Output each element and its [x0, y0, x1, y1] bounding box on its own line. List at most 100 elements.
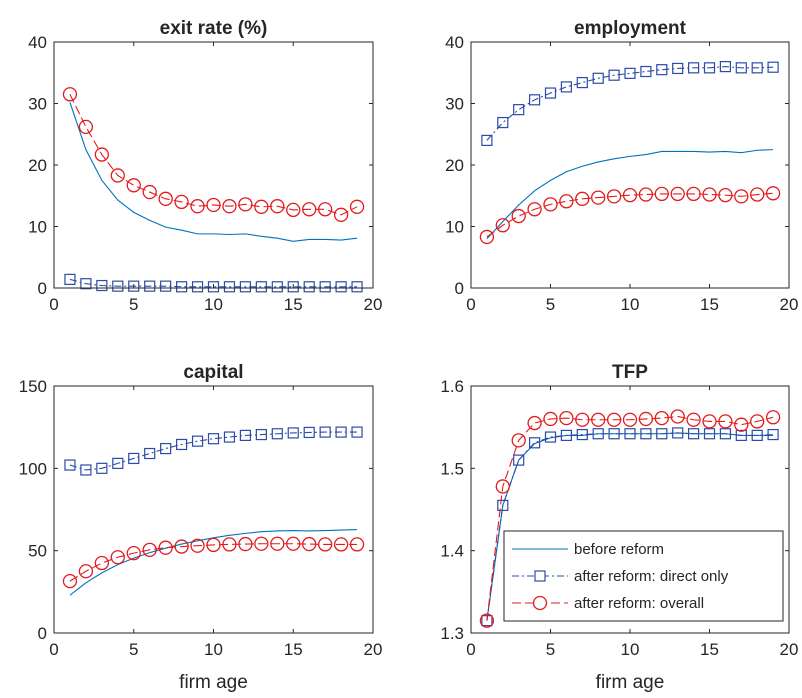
x-tick-label: 5	[546, 640, 555, 659]
panel-3: 0 5 10 15 20 1.3 1.4 1.5 1.6 TFP firm age	[440, 362, 798, 693]
y-tick-label: 1.3	[440, 624, 464, 643]
point-marker-circle	[302, 202, 317, 217]
y-tick-label: 100	[19, 459, 47, 478]
plot-area	[54, 42, 373, 288]
point-marker-circle	[286, 536, 301, 551]
point-marker-square	[608, 428, 620, 440]
point-marker-circle	[734, 189, 749, 204]
legend-box	[503, 530, 784, 622]
x-tick-label: 0	[49, 295, 58, 314]
point-marker-circle	[495, 479, 510, 494]
x-tick-label: 5	[129, 295, 138, 314]
point-marker-square	[751, 62, 763, 74]
point-marker-square	[497, 116, 509, 129]
series-line-1	[69, 278, 358, 288]
point-marker-square	[319, 281, 331, 293]
point-marker-circle	[670, 186, 685, 202]
x-axis-label: firm age	[596, 672, 665, 693]
point-marker-circle	[622, 187, 638, 203]
point-marker-square	[271, 281, 283, 293]
point-marker-circle	[174, 539, 189, 554]
x-tick-label: 15	[284, 640, 303, 659]
point-marker-square	[640, 428, 652, 440]
point-marker-circle	[349, 537, 365, 552]
point-marker-circle	[718, 187, 733, 203]
point-marker-square	[287, 427, 299, 439]
point-marker-square	[160, 442, 172, 455]
point-marker-circle	[333, 207, 349, 222]
point-marker-circle	[686, 412, 701, 427]
point-marker-circle	[302, 536, 317, 552]
point-marker-square	[576, 76, 588, 89]
point-marker-square	[144, 280, 156, 292]
point-marker-square	[528, 437, 541, 449]
point-marker-square	[223, 431, 236, 443]
y-tick-label: 0	[38, 279, 47, 298]
point-marker-square	[112, 457, 124, 469]
point-marker-square	[176, 438, 188, 451]
point-marker-square	[303, 281, 315, 293]
point-marker-square	[751, 429, 763, 441]
x-tick-label: 10	[204, 640, 223, 659]
point-marker-square	[96, 462, 108, 474]
point-marker-circle	[126, 545, 141, 561]
point-marker-circle	[765, 186, 781, 201]
point-marker-circle	[317, 537, 333, 552]
series-line-1	[69, 431, 358, 471]
point-marker-square	[767, 61, 779, 73]
point-marker-circle	[734, 417, 749, 432]
series-group	[62, 87, 365, 293]
series-group	[479, 409, 781, 628]
point-marker-circle	[78, 564, 94, 579]
point-marker-square	[80, 464, 92, 476]
point-marker-circle	[575, 191, 590, 206]
point-marker-square	[640, 65, 652, 78]
point-marker-square	[513, 104, 525, 116]
panel-title: exit rate (%)	[160, 18, 268, 39]
point-marker-square	[560, 81, 573, 93]
point-marker-square	[592, 72, 604, 84]
point-marker-circle	[222, 537, 237, 552]
point-marker-square	[207, 433, 220, 445]
point-marker-circle	[222, 199, 237, 214]
point-marker-circle	[254, 536, 269, 551]
series-line-1	[486, 66, 774, 141]
x-tick-label: 15	[700, 640, 719, 659]
y-tick-label: 20	[445, 156, 464, 175]
point-marker-square	[335, 426, 347, 438]
point-marker-square	[207, 281, 220, 293]
series-line-1	[486, 432, 774, 621]
point-marker-circle	[158, 540, 173, 555]
point-marker-square	[335, 281, 347, 293]
x-tick-label: 10	[621, 295, 640, 314]
x-tick-label: 0	[466, 640, 475, 659]
x-tick-label: 20	[364, 295, 383, 314]
point-marker-square	[687, 62, 700, 74]
point-marker-circle	[206, 537, 221, 553]
x-tick-label: 20	[364, 640, 383, 659]
series-line-2	[69, 543, 358, 582]
point-marker-circle	[606, 412, 622, 427]
legend: before reform after reform: direct only af…	[503, 530, 784, 622]
x-tick-label: 20	[780, 640, 799, 659]
y-tick-label: 20	[28, 156, 47, 175]
point-marker-square	[703, 428, 716, 440]
point-marker-square	[223, 281, 236, 293]
panel-1: 0 5 10 15 20 0 10 20 30 40 employment	[445, 18, 798, 314]
legend-swatch-square	[534, 570, 546, 582]
panel-title: employment	[574, 18, 687, 39]
series-line-2	[486, 192, 774, 238]
point-marker-square	[719, 428, 732, 440]
point-marker-circle	[62, 573, 78, 589]
point-marker-circle	[495, 218, 510, 233]
point-marker-square	[255, 281, 267, 293]
point-marker-circle	[190, 538, 205, 553]
y-tick-label: 30	[28, 95, 47, 114]
point-marker-circle	[654, 186, 669, 202]
point-marker-square	[128, 452, 140, 465]
point-marker-circle	[511, 208, 526, 224]
point-marker-square	[64, 459, 76, 471]
y-tick-label: 0	[38, 624, 47, 643]
point-marker-square	[560, 429, 573, 441]
x-tick-label: 5	[546, 295, 555, 314]
